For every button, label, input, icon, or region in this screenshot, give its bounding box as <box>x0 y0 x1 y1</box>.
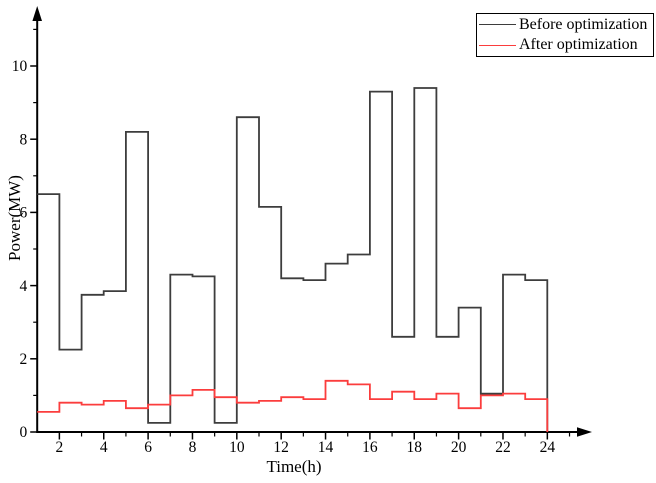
x-axis-arrow-icon <box>577 427 592 437</box>
svg-text:8: 8 <box>19 131 27 148</box>
svg-text:14: 14 <box>318 439 334 456</box>
y-axis-arrow-icon <box>32 6 42 21</box>
svg-text:8: 8 <box>189 439 197 456</box>
svg-text:0: 0 <box>19 424 27 441</box>
x-axis-ticks: 2 4 6 8 10 12 14 16 18 20 22 24 <box>56 432 571 456</box>
svg-text:4: 4 <box>19 278 27 295</box>
legend-line-after-icon <box>479 44 516 46</box>
svg-text:10: 10 <box>229 439 245 456</box>
legend: Before optimization After optimization <box>476 13 654 57</box>
svg-text:18: 18 <box>407 439 423 456</box>
svg-text:2: 2 <box>56 439 64 456</box>
legend-label-before: Before optimization <box>519 15 648 33</box>
y-axis <box>32 6 42 433</box>
legend-line-before-icon <box>479 24 516 26</box>
svg-text:6: 6 <box>19 205 27 222</box>
svg-text:6: 6 <box>144 439 152 456</box>
svg-text:10: 10 <box>12 58 28 75</box>
y-axis-title: Power(MW) <box>5 175 24 261</box>
svg-text:16: 16 <box>362 439 378 456</box>
y-axis-ticks: 0 2 4 6 8 10 <box>12 28 38 441</box>
svg-text:24: 24 <box>540 439 556 456</box>
svg-text:22: 22 <box>495 439 511 456</box>
svg-text:2: 2 <box>19 351 27 368</box>
svg-text:12: 12 <box>273 439 289 456</box>
x-axis-title: Time(h) <box>266 457 322 476</box>
legend-label-after: After optimization <box>519 36 638 54</box>
series-after-optimization <box>37 379 549 432</box>
legend-item-before: Before optimization <box>477 15 653 35</box>
series-before-optimization <box>37 87 549 432</box>
svg-text:4: 4 <box>100 439 108 456</box>
x-axis <box>37 427 592 437</box>
legend-item-after: After optimization <box>477 35 653 55</box>
svg-text:20: 20 <box>451 439 467 456</box>
